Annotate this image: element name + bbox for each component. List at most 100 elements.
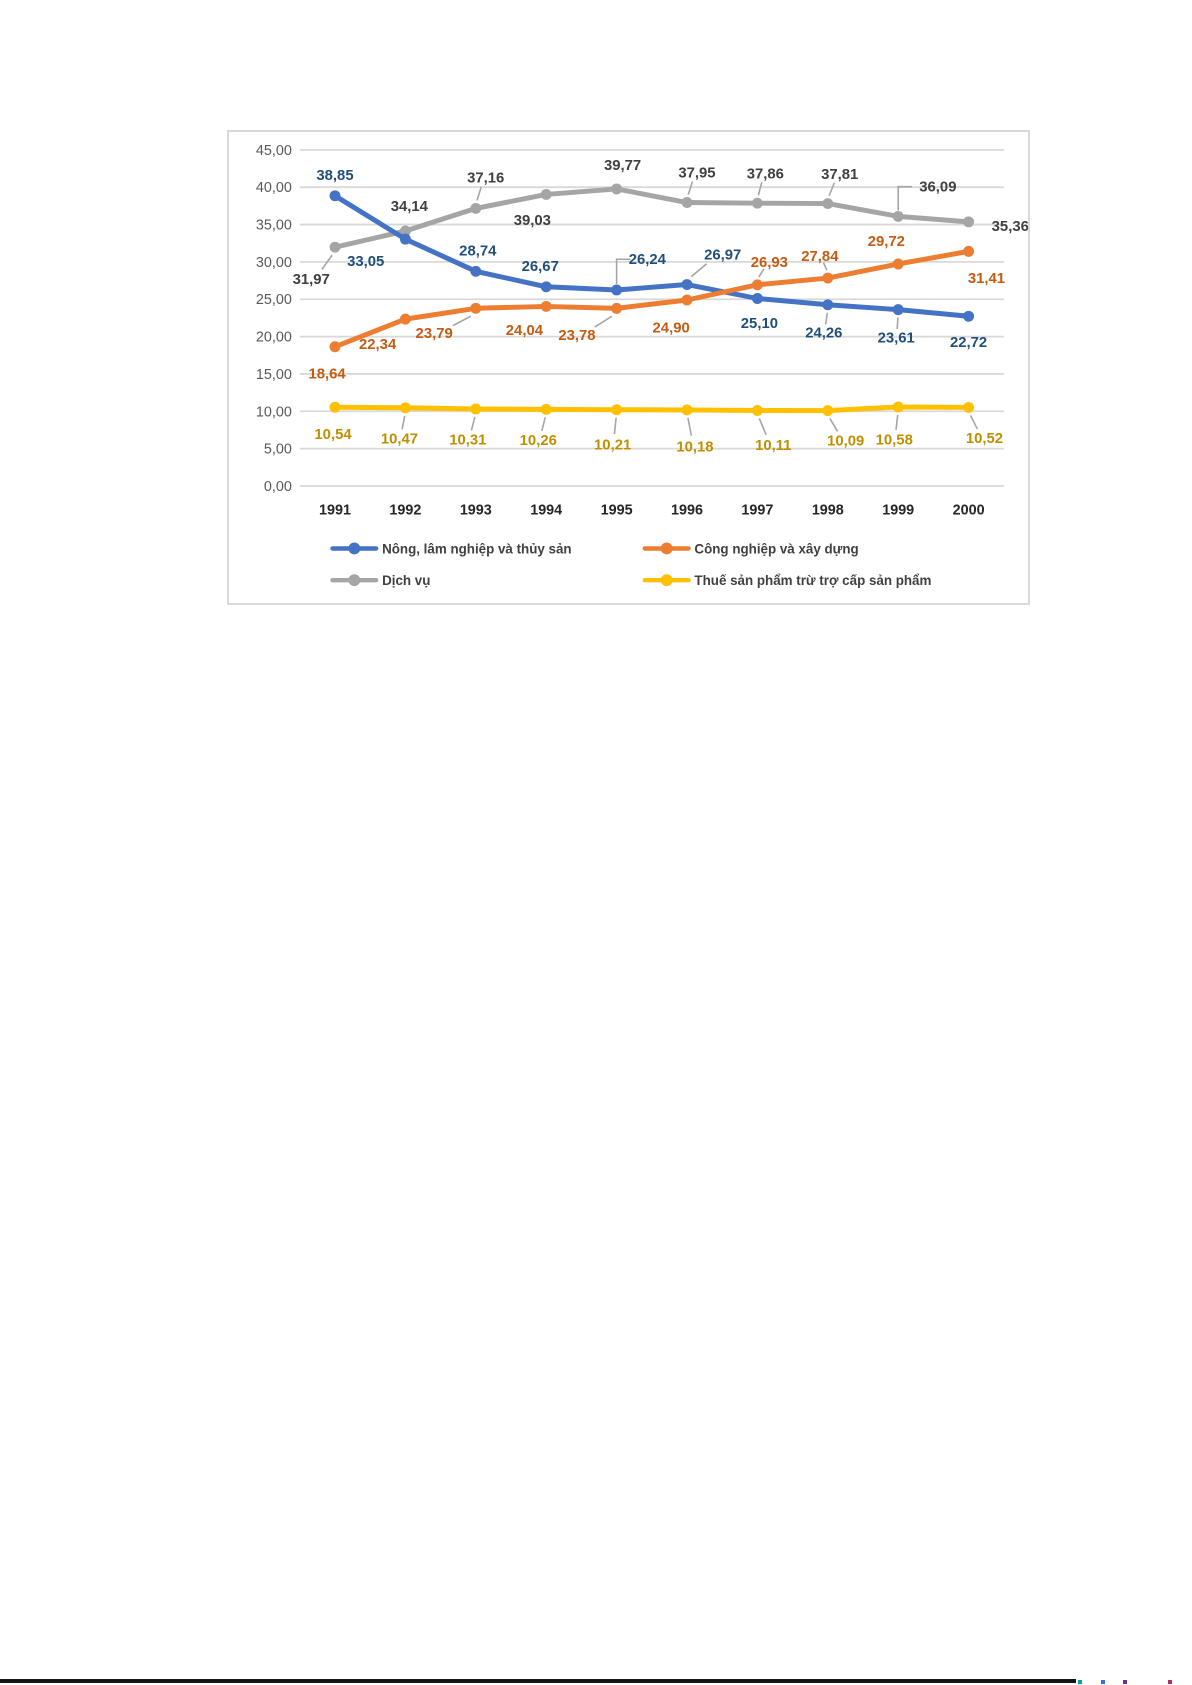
data-label: 10,31 [449, 433, 486, 449]
data-label: 25,10 [741, 316, 778, 332]
data-point-marker [329, 341, 341, 353]
data-point-marker [892, 304, 904, 316]
data-label: 10,58 [876, 433, 913, 449]
cropped-text-fragment [1078, 1680, 1082, 1684]
y-axis-tick-label: 25,00 [256, 292, 292, 308]
data-label: 39,77 [604, 158, 641, 174]
y-axis-tick-label: 35,00 [256, 218, 292, 234]
data-label: 10,11 [755, 438, 791, 454]
data-label: 24,26 [805, 325, 842, 341]
data-label-leader-line [758, 268, 765, 278]
page-bottom-rule [0, 1679, 1076, 1683]
data-label: 26,67 [522, 259, 559, 275]
data-label: 34,14 [391, 199, 429, 215]
data-label-leader-line [541, 417, 547, 432]
data-point-marker [963, 245, 975, 257]
legend-marker-dot [660, 574, 673, 587]
data-point-marker [892, 258, 904, 270]
data-point-marker [963, 310, 975, 322]
legend-item-label: Nông, lâm nghiệp và thủy sản [382, 541, 572, 556]
series-line [332, 193, 972, 319]
data-label: 24,90 [653, 321, 690, 337]
y-axis-tick-label: 10,00 [256, 404, 292, 420]
data-point-marker [751, 197, 763, 209]
data-label-leader-line [822, 262, 828, 271]
data-label-leader-line [829, 418, 839, 432]
series-line [332, 404, 972, 414]
data-label: 31,97 [293, 272, 330, 288]
data-point-marker [611, 302, 623, 314]
data-point-marker [892, 401, 904, 413]
data-label: 36,09 [919, 180, 956, 196]
data-point-marker [963, 216, 975, 228]
data-point-marker [822, 405, 834, 417]
data-label: 10,52 [966, 431, 1003, 447]
data-point-marker [470, 202, 482, 214]
data-point-marker [963, 401, 975, 413]
data-label-leader-line [470, 416, 476, 431]
data-label-leader-line [321, 254, 333, 270]
data-point-marker [540, 281, 552, 293]
data-point-marker [681, 404, 693, 416]
legend-marker-dot [348, 574, 361, 587]
data-point-marker [822, 299, 834, 311]
data-label: 29,72 [868, 234, 905, 250]
data-point-marker [540, 403, 552, 415]
data-point-marker [470, 265, 482, 277]
data-point-marker [399, 233, 411, 245]
data-label: 10,18 [676, 440, 713, 456]
data-label-leader-line [401, 415, 406, 430]
data-label: 22,72 [950, 335, 987, 351]
data-label: 23,61 [878, 330, 915, 346]
legend-item-label: Thuế sản phẩm trừ trợ cấp sản phẩm [694, 573, 931, 588]
data-point-marker [611, 404, 623, 416]
y-axis-tick-label: 15,00 [256, 367, 292, 383]
x-axis-tick-label: 1996 [671, 503, 703, 519]
chart-panel[interactable]: 0,00 5,00 10,00 15,00 20,00 25,00 30,00 35,00 40… [227, 130, 1030, 605]
data-label-leader-line [690, 263, 708, 278]
data-label-leader-line [687, 417, 693, 436]
data-label: 35,36 [992, 219, 1028, 235]
data-label-leader-line [594, 315, 613, 328]
x-axis-tick-label: 1994 [530, 503, 562, 519]
data-label: 38,85 [316, 168, 353, 184]
data-point-marker [399, 402, 411, 414]
data-label-leader-line [757, 182, 763, 196]
data-label: 33,05 [347, 254, 384, 270]
data-label-leader-line [824, 312, 829, 325]
data-label: 18,64 [308, 366, 346, 382]
x-axis-tick-label: 1995 [601, 503, 633, 519]
data-point-marker [751, 279, 763, 291]
data-point-marker [681, 294, 693, 306]
data-point-marker [329, 241, 341, 253]
series-line [332, 186, 972, 250]
data-point-marker [681, 279, 693, 290]
data-label: 23,78 [558, 328, 595, 344]
data-label: 23,79 [416, 326, 453, 342]
y-axis-tick-label: 45,00 [256, 143, 292, 159]
data-label: 28,74 [459, 243, 497, 259]
data-point-marker [611, 284, 623, 296]
y-axis-tick-label: 40,00 [256, 180, 292, 196]
data-label-leader-line [615, 258, 631, 285]
data-label: 27,84 [801, 249, 839, 265]
data-label: 10,26 [520, 433, 557, 449]
data-point-marker [822, 198, 834, 210]
data-label: 37,86 [747, 166, 784, 182]
data-label: 26,97 [704, 248, 741, 264]
y-axis-tick-label: 0,00 [264, 479, 292, 495]
data-label: 26,24 [629, 252, 667, 268]
series-line [332, 248, 972, 350]
data-label: 24,04 [506, 323, 544, 339]
data-label-leader-line [452, 315, 472, 327]
x-axis-tick-label: 2000 [953, 503, 985, 519]
data-label-leader-line [613, 417, 617, 435]
data-point-marker [751, 405, 763, 416]
x-axis-tick-label: 1993 [460, 503, 492, 519]
data-label: 37,81 [821, 167, 858, 183]
legend-item-label: Công nghiệp và xây dựng [694, 541, 858, 556]
cropped-text-fragment [1123, 1680, 1127, 1684]
cropped-text-fragment [1101, 1680, 1105, 1684]
x-axis-tick-label: 1997 [741, 503, 773, 519]
